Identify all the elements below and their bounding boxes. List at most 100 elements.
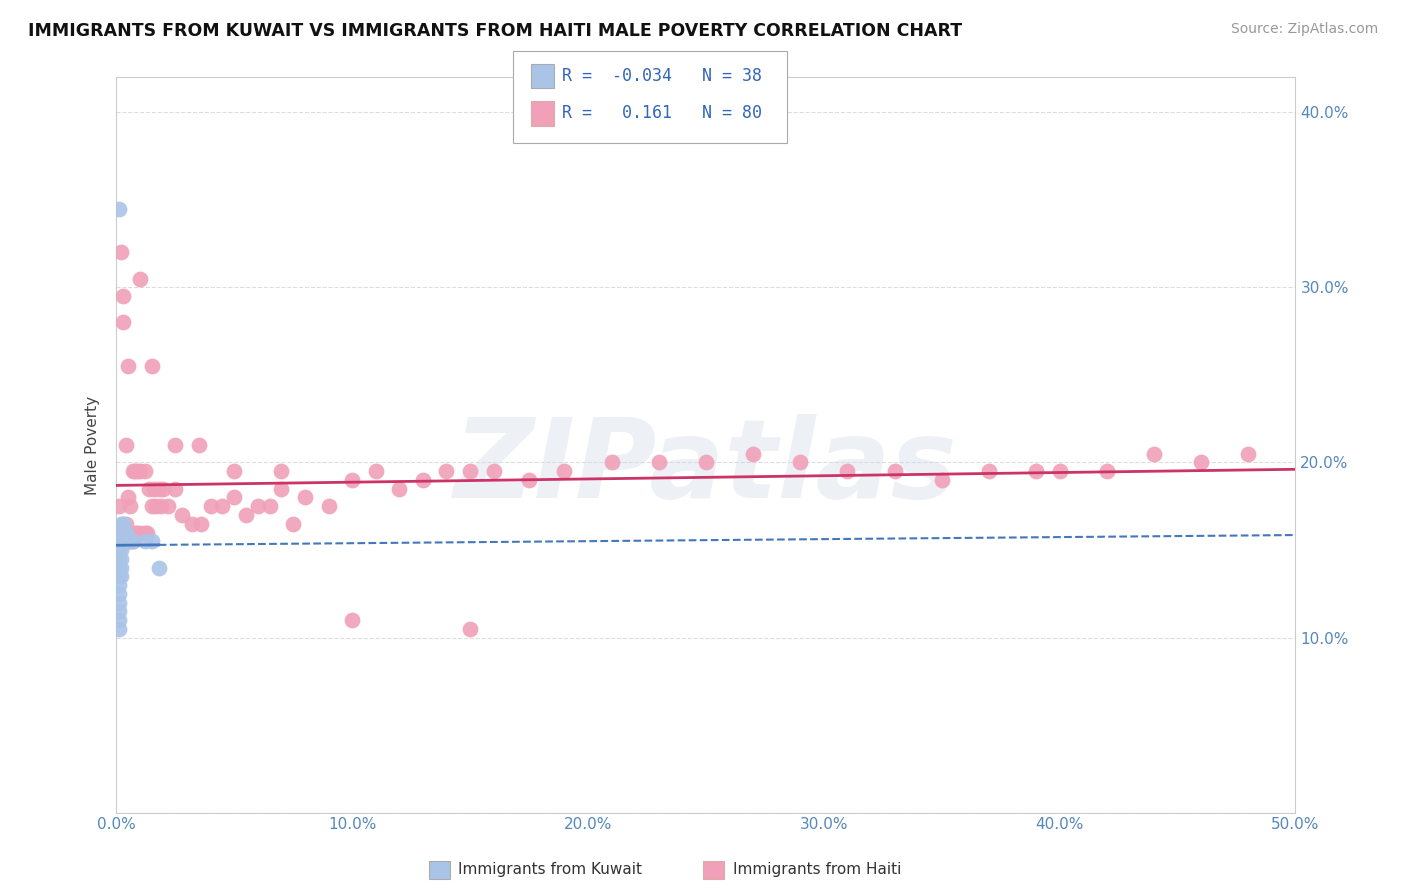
Point bbox=[134, 525, 156, 540]
Point bbox=[107, 525, 129, 540]
Point bbox=[211, 500, 233, 514]
Point bbox=[110, 534, 132, 549]
Point bbox=[388, 482, 411, 496]
Point bbox=[112, 516, 135, 531]
Point bbox=[695, 455, 717, 469]
Point bbox=[340, 613, 363, 627]
Point bbox=[107, 534, 129, 549]
Point bbox=[224, 491, 246, 505]
Point bbox=[107, 543, 129, 558]
Point bbox=[458, 464, 481, 478]
Text: R =   0.161   N = 80: R = 0.161 N = 80 bbox=[562, 104, 762, 122]
Point bbox=[112, 516, 135, 531]
Point bbox=[143, 482, 166, 496]
Point bbox=[121, 464, 143, 478]
Text: Source: ZipAtlas.com: Source: ZipAtlas.com bbox=[1230, 22, 1378, 37]
Point bbox=[148, 560, 170, 574]
Point bbox=[200, 500, 222, 514]
Point bbox=[121, 534, 143, 549]
Point bbox=[107, 534, 129, 549]
Point bbox=[141, 500, 163, 514]
Point bbox=[145, 500, 167, 514]
Point bbox=[117, 534, 139, 549]
Point bbox=[742, 447, 765, 461]
Point bbox=[117, 359, 139, 374]
Point bbox=[1095, 464, 1118, 478]
Point bbox=[134, 464, 156, 478]
Point bbox=[128, 525, 150, 540]
Point bbox=[110, 516, 132, 531]
Point bbox=[112, 525, 135, 540]
Point bbox=[172, 508, 194, 522]
Point bbox=[412, 473, 434, 487]
Point bbox=[259, 500, 281, 514]
Point bbox=[107, 525, 129, 540]
Text: ZIPatlas: ZIPatlas bbox=[454, 414, 957, 521]
Point bbox=[883, 464, 905, 478]
Point bbox=[120, 500, 142, 514]
Point bbox=[1237, 447, 1260, 461]
Point bbox=[117, 525, 139, 540]
Point bbox=[318, 500, 340, 514]
Point bbox=[120, 534, 142, 549]
Point bbox=[165, 482, 187, 496]
Point bbox=[235, 508, 257, 522]
Point bbox=[977, 464, 1000, 478]
Point bbox=[837, 464, 859, 478]
Point bbox=[107, 604, 129, 618]
Point bbox=[110, 525, 132, 540]
Point bbox=[134, 534, 156, 549]
Point bbox=[107, 595, 129, 609]
Point bbox=[110, 534, 132, 549]
Point bbox=[270, 482, 292, 496]
Point bbox=[141, 534, 163, 549]
Point bbox=[136, 525, 159, 540]
Point bbox=[110, 245, 132, 260]
Point bbox=[114, 438, 136, 452]
Point bbox=[553, 464, 575, 478]
Point bbox=[107, 560, 129, 574]
Point bbox=[190, 516, 212, 531]
Point bbox=[270, 464, 292, 478]
Point bbox=[152, 482, 174, 496]
Point bbox=[107, 622, 129, 636]
Point bbox=[224, 464, 246, 478]
Text: IMMIGRANTS FROM KUWAIT VS IMMIGRANTS FROM HAITI MALE POVERTY CORRELATION CHART: IMMIGRANTS FROM KUWAIT VS IMMIGRANTS FRO… bbox=[28, 22, 962, 40]
Point bbox=[110, 543, 132, 558]
Point bbox=[1189, 455, 1212, 469]
Point bbox=[107, 587, 129, 601]
Y-axis label: Male Poverty: Male Poverty bbox=[86, 395, 100, 494]
Point bbox=[482, 464, 505, 478]
Point bbox=[1049, 464, 1071, 478]
Point bbox=[127, 464, 149, 478]
Point bbox=[141, 359, 163, 374]
Point bbox=[157, 500, 180, 514]
Point bbox=[110, 569, 132, 583]
Point bbox=[281, 516, 304, 531]
Point bbox=[112, 525, 135, 540]
Point bbox=[340, 473, 363, 487]
Point bbox=[110, 560, 132, 574]
Point bbox=[436, 464, 458, 478]
Point bbox=[107, 569, 129, 583]
Point bbox=[110, 525, 132, 540]
Point bbox=[121, 534, 143, 549]
Point bbox=[114, 525, 136, 540]
Point bbox=[107, 500, 129, 514]
Text: Immigrants from Kuwait: Immigrants from Kuwait bbox=[458, 863, 643, 877]
Point bbox=[110, 551, 132, 566]
Point bbox=[517, 473, 540, 487]
Point bbox=[114, 525, 136, 540]
Point bbox=[138, 482, 160, 496]
Point bbox=[128, 271, 150, 285]
Point bbox=[107, 578, 129, 592]
Point bbox=[114, 516, 136, 531]
Point bbox=[150, 500, 173, 514]
Point bbox=[110, 534, 132, 549]
Point bbox=[187, 438, 209, 452]
Point bbox=[294, 491, 316, 505]
Text: R =  -0.034   N = 38: R = -0.034 N = 38 bbox=[562, 67, 762, 85]
Point bbox=[600, 455, 623, 469]
Point bbox=[647, 455, 669, 469]
Point bbox=[124, 464, 146, 478]
